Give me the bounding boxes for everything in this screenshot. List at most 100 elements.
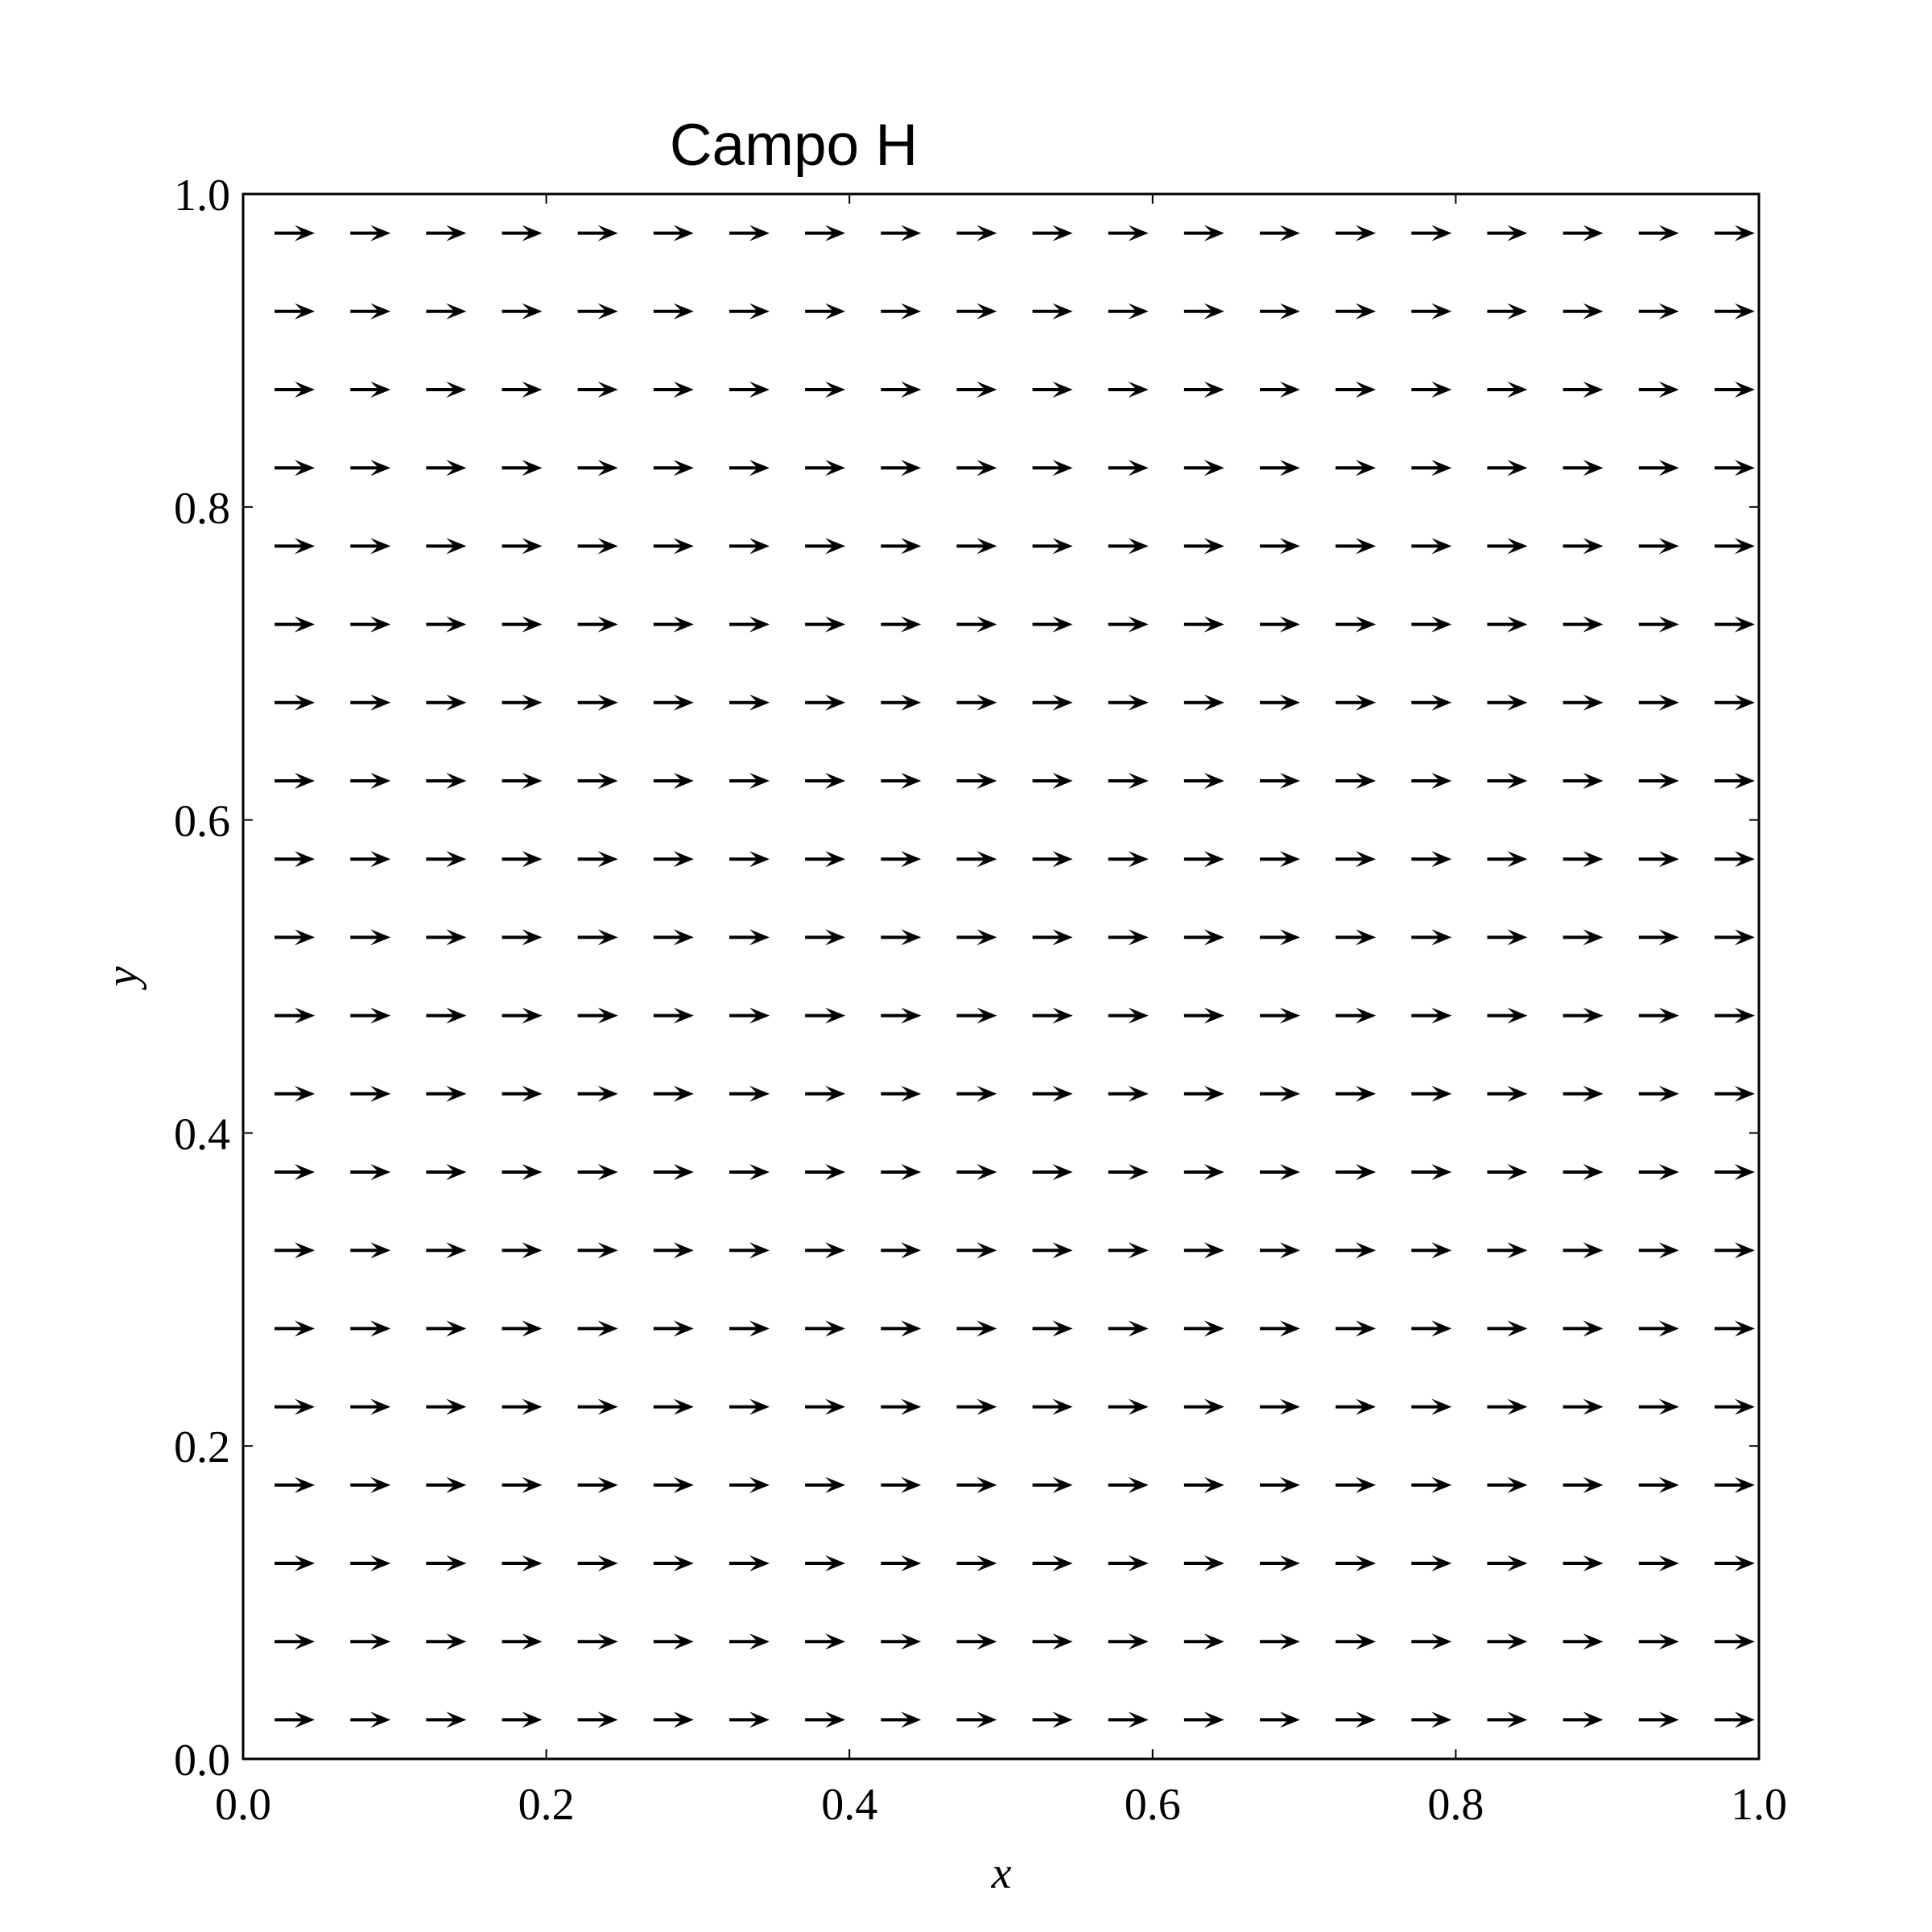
quiver-arrow-head <box>1203 694 1224 711</box>
quiver-arrow-head <box>1052 1476 1073 1493</box>
quiver-arrow <box>1183 1555 1224 1571</box>
quiver-arrow-head <box>1356 929 1377 946</box>
quiver-arrow <box>956 538 997 555</box>
quiver-arrow <box>1260 773 1301 789</box>
quiver-arrow <box>881 616 922 633</box>
quiver-arrow <box>275 1398 316 1415</box>
quiver-arrow-head <box>1431 1398 1452 1415</box>
quiver-arrow-head <box>1052 1398 1073 1415</box>
quiver-arrow <box>1108 616 1149 633</box>
quiver-arrow <box>1411 1085 1452 1102</box>
quiver-arrow <box>881 1242 922 1259</box>
quiver-arrow <box>956 225 997 242</box>
quiver-arrow <box>1108 1007 1149 1024</box>
quiver-arrow <box>1411 303 1452 320</box>
quiver-arrow <box>881 1007 922 1024</box>
quiver-arrow-head <box>901 225 922 242</box>
quiver-arrow-head <box>1356 1007 1377 1024</box>
quiver-arrow <box>653 538 694 555</box>
quiver-arrow <box>350 1164 391 1180</box>
quiver-arrow-head <box>1128 1164 1149 1180</box>
quiver-arrow <box>653 773 694 789</box>
quiver-arrow <box>1183 1711 1224 1728</box>
quiver-arrow-head <box>597 382 618 398</box>
quiver-arrow-head <box>1734 538 1755 555</box>
quiver-arrow-head <box>1280 773 1301 789</box>
quiver-arrow-head <box>370 616 391 633</box>
quiver-arrow-head <box>295 851 316 868</box>
quiver-arrow-head <box>1431 929 1452 946</box>
quiver-arrow-head <box>901 1398 922 1415</box>
quiver-arrow <box>1108 773 1149 789</box>
quiver-arrow-head <box>1052 303 1073 320</box>
quiver-arrow-head <box>1128 1711 1149 1728</box>
quiver-arrow <box>729 1476 770 1493</box>
quiver-arrow-head <box>825 225 846 242</box>
quiver-arrow <box>1411 1711 1452 1728</box>
quiver-arrow-head <box>1356 1555 1377 1571</box>
quiver-arrow-head <box>749 382 770 398</box>
quiver-arrow-head <box>976 303 997 320</box>
quiver-arrow <box>577 1555 618 1571</box>
quiver-arrow-head <box>522 225 543 242</box>
quiver-arrow-head <box>825 1711 846 1728</box>
quiver-arrow-head <box>446 460 467 477</box>
quiver-arrow <box>1714 460 1755 477</box>
quiver-arrow <box>1108 694 1149 711</box>
quiver-arrow-head <box>295 1711 316 1728</box>
quiver-arrow <box>1411 616 1452 633</box>
quiver-arrow <box>1563 225 1604 242</box>
quiver-arrow <box>275 1085 316 1102</box>
quiver-arrow-head <box>673 382 694 398</box>
quiver-arrow <box>502 225 543 242</box>
quiver-arrow <box>729 538 770 555</box>
quiver-arrow-head <box>370 929 391 946</box>
quiver-arrow-head <box>673 1476 694 1493</box>
quiver-arrow <box>1108 1476 1149 1493</box>
quiver-arrow-head <box>1128 929 1149 946</box>
quiver-arrow-head <box>1658 929 1679 946</box>
quiver-arrow <box>577 851 618 868</box>
quiver-arrow <box>502 1711 543 1728</box>
quiver-arrow <box>577 303 618 320</box>
x-ticks: 0.0 0.2 0.4 0.6 0.8 1.0 <box>215 194 1787 1830</box>
quiver-arrow <box>502 1085 543 1102</box>
quiver-arrow-head <box>1431 1555 1452 1571</box>
quiver-arrow <box>502 1555 543 1571</box>
quiver-arrow <box>1411 1164 1452 1180</box>
quiver-arrow <box>1563 694 1604 711</box>
quiver-arrow-head <box>295 1398 316 1415</box>
quiver-arrow-head <box>673 1242 694 1259</box>
quiver-arrow <box>1032 773 1073 789</box>
quiver-arrow-head <box>597 1085 618 1102</box>
quiver-arrow-head <box>1431 694 1452 711</box>
quiver-arrow <box>956 382 997 398</box>
quiver-arrow-head <box>446 225 467 242</box>
x-tick-label: 1.0 <box>1731 1780 1787 1830</box>
quiver-arrow <box>1411 929 1452 946</box>
quiver-arrow-head <box>976 1242 997 1259</box>
quiver-arrow <box>1183 1164 1224 1180</box>
quiver-arrow-head <box>901 1476 922 1493</box>
quiver-arrow <box>1714 1633 1755 1650</box>
quiver-arrow <box>1487 1555 1528 1571</box>
quiver-arrow <box>1714 1320 1755 1337</box>
quiver-arrow-head <box>673 1555 694 1571</box>
quiver-arrow-head <box>976 225 997 242</box>
quiver-arrow-head <box>295 460 316 477</box>
quiver-arrow-head <box>1507 1711 1528 1728</box>
quiver-arrow-head <box>1583 1398 1604 1415</box>
quiver-arrow-head <box>370 460 391 477</box>
quiver-arrow <box>881 460 922 477</box>
quiver-arrow-head <box>1052 1007 1073 1024</box>
quiver-arrow-head <box>749 694 770 711</box>
chart-title: Campo H <box>670 113 918 178</box>
quiver-arrow-head <box>1128 1085 1149 1102</box>
quiver-arrow <box>729 616 770 633</box>
quiver-arrow <box>1714 929 1755 946</box>
quiver-arrow <box>1487 1007 1528 1024</box>
quiver-arrow-head <box>1052 460 1073 477</box>
quiver-arrow <box>1183 851 1224 868</box>
quiver-arrow-head <box>976 616 997 633</box>
quiver-arrow <box>1260 616 1301 633</box>
